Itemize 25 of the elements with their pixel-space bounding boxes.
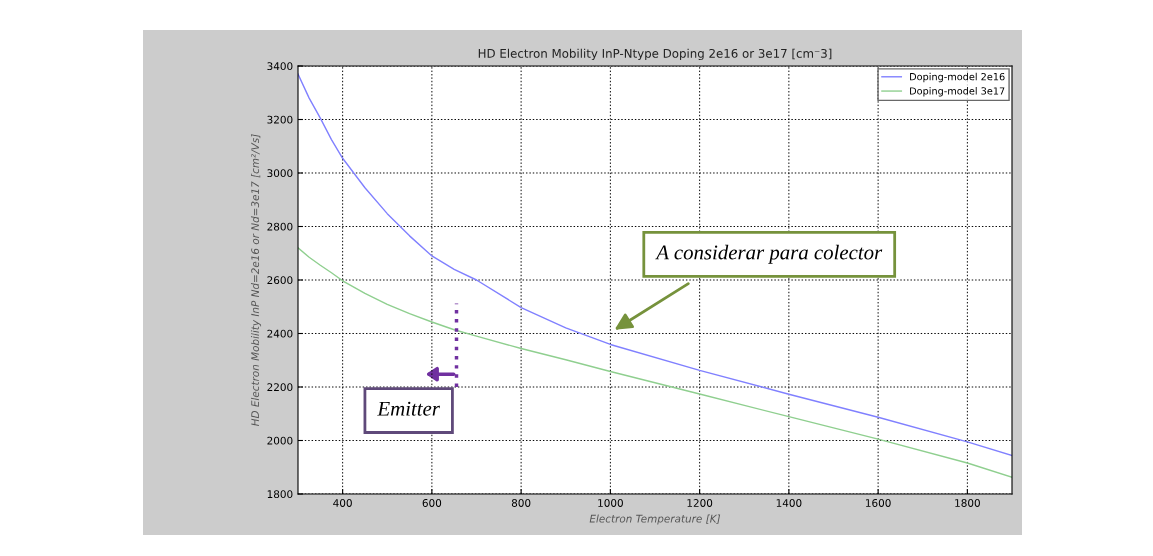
x-tick-label: 600 — [422, 499, 442, 507]
x-tick-label: 1200 — [687, 499, 713, 507]
annotation: Emitter — [377, 401, 440, 416]
y-tick-label: 2600 — [267, 276, 293, 285]
annotation: A considerar para colector — [655, 244, 883, 264]
y-tick-label: 2000 — [267, 436, 293, 445]
y-tick-label: 3200 — [267, 115, 293, 124]
x-tick-label: 1600 — [866, 499, 891, 507]
y-axis-title: HD Electron Mobility InP Nd=2e16 or Nd=3e17 [cm²/Vs] — [250, 134, 262, 427]
legend-label: Doping-model 3e17 — [910, 87, 1005, 97]
x-tick-label: 1000 — [598, 499, 623, 507]
x-axis-title: Electron Temperature [K] — [589, 514, 721, 525]
legend-label: Doping-model 2e16 — [910, 72, 1005, 83]
y-tick-label: 2800 — [267, 222, 293, 231]
y-tick-label: 3400 — [267, 62, 293, 71]
x-tick-label: 1800 — [955, 499, 980, 507]
x-tick-label: 800 — [511, 499, 531, 507]
x-tick-label: 400 — [333, 499, 352, 507]
y-tick-label: 2400 — [267, 329, 293, 338]
y-tick-label: 3000 — [267, 169, 293, 178]
y-tick-label: 1800 — [267, 490, 293, 499]
chart-title: HD Electron Mobility InP-Ntype Doping 2e16 or 3e17 [cm⁻3] — [478, 48, 832, 61]
line-series — [298, 73, 1012, 457]
x-tick-label: 1400 — [776, 499, 802, 507]
y-tick-label: 2200 — [267, 383, 293, 392]
